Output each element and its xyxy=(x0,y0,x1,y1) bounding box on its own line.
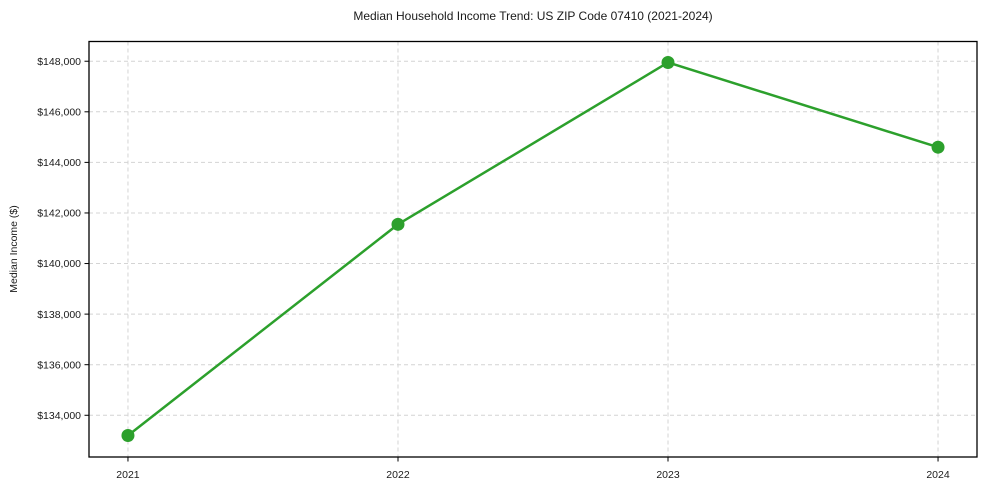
chart-title: Median Household Income Trend: US ZIP Co… xyxy=(353,9,713,23)
plot-border xyxy=(88,40,978,458)
x-tick-label: 2023 xyxy=(656,469,680,481)
y-tick-label: $148,000 xyxy=(37,56,81,68)
x-tick-label: 2021 xyxy=(116,469,140,481)
data-line xyxy=(126,61,940,437)
y-tick-label: $134,000 xyxy=(37,410,81,422)
y-tick-label: $142,000 xyxy=(37,208,81,220)
y-tick-label: $140,000 xyxy=(37,258,81,270)
data-point xyxy=(121,429,135,443)
data-point xyxy=(931,140,945,154)
y-tick-label: $146,000 xyxy=(37,107,81,119)
y-tick-label: $136,000 xyxy=(37,359,81,371)
x-tick-label: 2024 xyxy=(926,469,950,481)
data-point xyxy=(391,217,405,231)
data-point xyxy=(661,55,675,69)
y-tick-label: $138,000 xyxy=(37,309,81,321)
x-tick-label: 2022 xyxy=(386,469,410,481)
y-tick-label: $144,000 xyxy=(37,157,81,169)
